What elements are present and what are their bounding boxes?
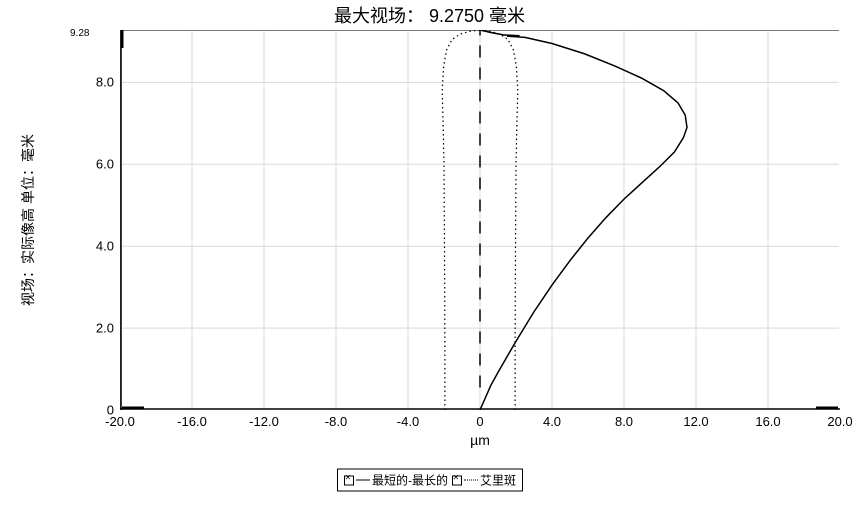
legend-label: 最短的-最长的 xyxy=(372,472,448,489)
y-axis-label: 视场：实际像高 单位：毫米 xyxy=(18,134,38,306)
x-tick-label: 8.0 xyxy=(615,414,633,429)
y-tick-label: 4.0 xyxy=(80,239,114,254)
x-tick-label: -4.0 xyxy=(397,414,419,429)
plot-area xyxy=(120,30,840,410)
corner-ymax-label: 9.28 xyxy=(70,28,89,39)
x-tick-label: 0 xyxy=(476,414,483,429)
x-tick-label: 4.0 xyxy=(543,414,561,429)
legend-item: 艾里斑 xyxy=(452,472,516,489)
x-tick-label: 16.0 xyxy=(755,414,780,429)
legend: 最短的-最长的 艾里斑 xyxy=(337,469,523,492)
x-tick-label: 12.0 xyxy=(683,414,708,429)
x-tick-label: -8.0 xyxy=(325,414,347,429)
chart-title: 最大视场： 9.2750 毫米 xyxy=(0,2,859,28)
y-tick-label: 6.0 xyxy=(80,157,114,172)
legend-swatch-icon xyxy=(344,475,354,485)
legend-item: 最短的-最长的 xyxy=(344,472,448,489)
legend-line-icon xyxy=(356,480,370,481)
y-tick-label: 0 xyxy=(80,403,114,418)
x-tick-label: -16.0 xyxy=(177,414,207,429)
y-tick-label: 8.0 xyxy=(80,75,114,90)
chart-container: 最大视场： 9.2750 毫米 视场：实际像高 单位：毫米 9.28 -20.0… xyxy=(0,0,859,508)
x-tick-label: 20.0 xyxy=(827,414,852,429)
legend-swatch-icon xyxy=(452,475,462,485)
legend-line-icon xyxy=(464,480,478,481)
x-tick-label: -12.0 xyxy=(249,414,279,429)
y-tick-label: 2.0 xyxy=(80,321,114,336)
legend-label: 艾里斑 xyxy=(480,472,516,489)
x-axis-label: µm xyxy=(470,432,490,448)
